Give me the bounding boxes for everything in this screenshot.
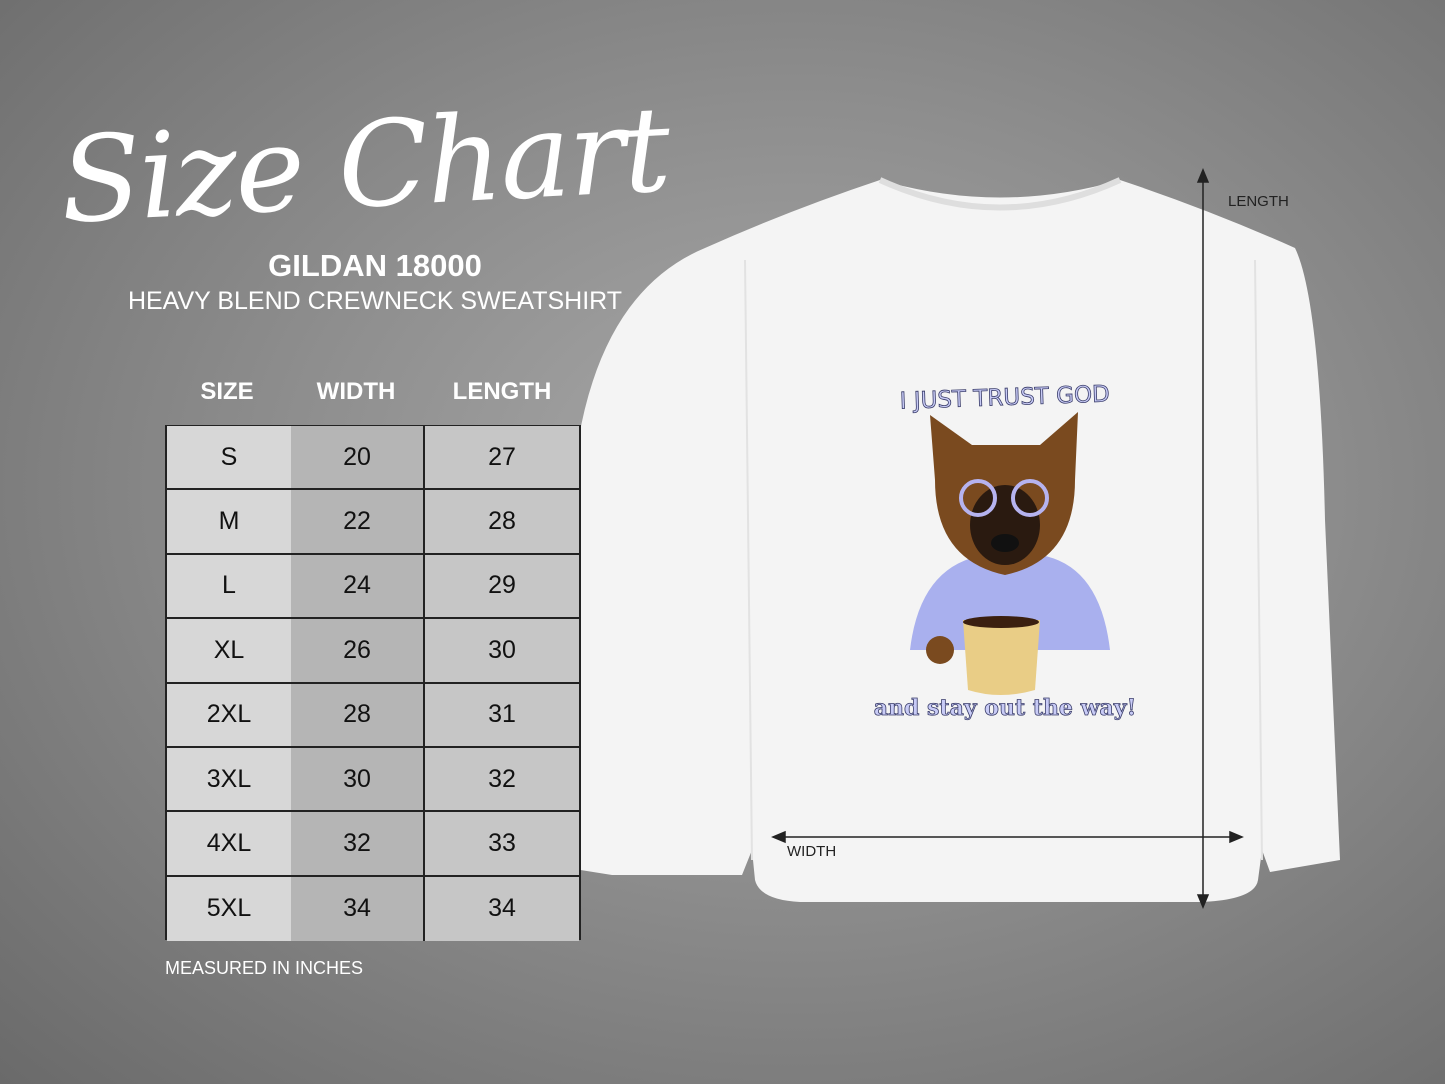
product-subtitle: HEAVY BLEND CREWNECK SWEATSHIRT [127, 287, 623, 315]
table-row: S 20 27 [167, 426, 579, 491]
width-label: WIDTH [787, 843, 837, 860]
cell-width: 24 [291, 554, 425, 618]
table-row: 3XL 30 32 [167, 748, 579, 813]
cell-length: 33 [425, 812, 579, 875]
cell-length: 31 [425, 683, 579, 746]
cell-length: 29 [425, 554, 579, 618]
cell-size: M [167, 490, 291, 553]
cell-width: 26 [291, 619, 425, 682]
cell-length: 34 [425, 876, 579, 942]
size-table: S 20 27 M 22 28 L 24 29 XL 26 30 2XL 28 31 3XL 30 32 4XL 32… [165, 425, 581, 942]
brand-model: GILDAN 18000 [268, 248, 482, 283]
cell-width: 20 [291, 426, 425, 489]
cell-width: 28 [291, 683, 425, 746]
print-bottom-text: and stay out the way! [874, 695, 1136, 721]
cell-width: 32 [291, 812, 425, 875]
table-row: 2XL 28 31 [167, 683, 579, 748]
table-row: 4XL 32 33 [167, 812, 579, 877]
cell-length: 32 [425, 748, 579, 811]
cell-size: 3XL [167, 748, 291, 811]
cell-size: 5XL [167, 876, 291, 942]
header-length: LENGTH [452, 378, 552, 405]
cell-size: XL [167, 619, 291, 682]
cell-length: 28 [425, 490, 579, 553]
cell-size: 2XL [167, 683, 291, 746]
cell-length: 27 [425, 426, 579, 489]
cell-width: 22 [291, 490, 425, 553]
cell-size: S [167, 426, 291, 489]
table-row: L 24 29 [167, 554, 579, 620]
cell-length: 30 [425, 619, 579, 682]
header-size: SIZE [200, 378, 254, 405]
measurement-note: MEASURED IN INCHES [165, 958, 364, 978]
length-label: LENGTH [1228, 193, 1289, 210]
cell-size: 4XL [167, 812, 291, 875]
length-arrow [1196, 168, 1210, 909]
table-row: XL 26 30 [167, 619, 579, 684]
table-row: 5XL 34 34 [167, 876, 579, 942]
header-width: WIDTH [316, 378, 396, 405]
width-arrow [771, 830, 1244, 844]
cell-size: L [167, 554, 291, 618]
table-row: M 22 28 [167, 490, 579, 555]
cell-width: 30 [291, 748, 425, 811]
dog-graphic [910, 412, 1110, 695]
cell-width: 34 [291, 876, 425, 942]
